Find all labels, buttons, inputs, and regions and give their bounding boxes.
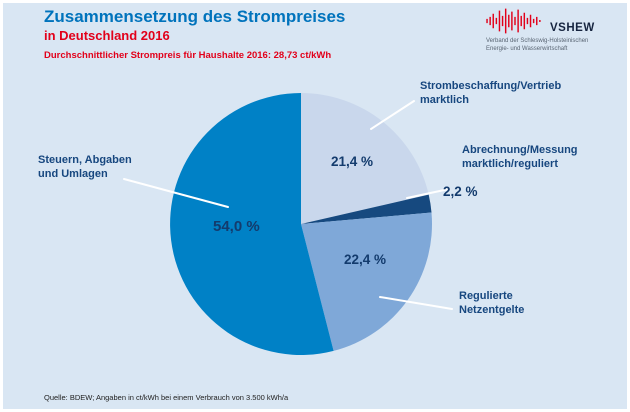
slice-value-abrechnung: 2,2 %: [443, 184, 478, 199]
leader-line-strombeschaffung: [370, 100, 415, 130]
slice-value-steuern: 54,0 %: [213, 218, 260, 235]
slice-value-netzentgelte: 22,4 %: [344, 252, 387, 267]
pie-slice-1: [301, 194, 432, 224]
waveform-logo-icon: [486, 8, 541, 34]
source-note: Quelle: BDEW; Angaben in ct/kWh bei eine…: [44, 393, 289, 402]
chart-title: Zusammensetzung des Strompreises: [44, 7, 346, 26]
logo-name: VSHEW: [550, 22, 595, 34]
logo-row: VSHEW: [486, 8, 614, 34]
slice-label-strombeschaffung: Strombeschaffung/Vertrieb marktlich: [420, 80, 562, 107]
slice-label-netzentgelte: Regulierte Netzentgelte: [459, 290, 525, 317]
slice-label-steuern: Steuern, Abgaben und Umlagen: [38, 154, 132, 181]
pie-slice-3: [170, 93, 334, 355]
slice-value-strombeschaffung: 21,4 %: [331, 154, 374, 169]
leader-lines: [123, 100, 453, 310]
header: Zusammensetzung des Strompreises in Deut…: [44, 7, 346, 61]
chart-subtitle: in Deutschland 2016: [44, 27, 170, 43]
vshew-logo: VSHEW Verband der Schleswig-Holsteinisch…: [486, 8, 614, 53]
pie-slice-0: [301, 92, 429, 224]
leader-line-abrechnung: [406, 188, 450, 199]
leader-line-netzentgelte: [379, 296, 453, 310]
logo-caption: Verband der Schleswig-Holsteinischen Ene…: [486, 38, 589, 53]
pie-slice-2: [301, 212, 433, 351]
average-price-note: Durchschnittlicher Strompreis für Hausha…: [44, 49, 332, 61]
pie: [170, 92, 433, 355]
slice-label-abrechnung: Abrechnung/Messung marktlich/reguliert: [462, 144, 578, 171]
leader-line-steuern: [123, 178, 229, 208]
